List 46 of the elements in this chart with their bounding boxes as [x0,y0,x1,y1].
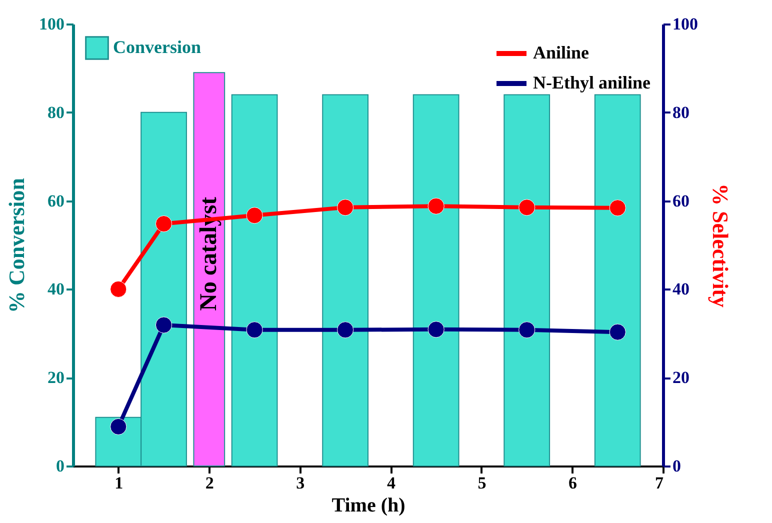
y2-tick-label: 40 [672,280,690,299]
y-tick-label: 0 [56,456,64,476]
x-tick-label: 4 [386,474,396,492]
y-tick-label: 20 [48,368,64,388]
point [609,324,626,340]
point [336,322,354,338]
bar [322,94,368,466]
legend-label: Conversion [113,37,202,57]
point [246,322,263,338]
x-tick-label: 1 [114,474,124,492]
point [110,280,127,298]
bar [594,94,641,466]
bar [504,94,550,466]
x-tick-label: 6 [568,474,577,492]
point [246,207,263,224]
point [336,199,354,216]
legend-label: N-Ethyl aniline [533,72,651,92]
bar [412,94,460,466]
y2-tick-label: 80 [672,102,690,122]
y2-tick-label: 20 [672,368,690,388]
point [609,200,626,216]
y-axis-title: % Conversion [4,178,29,314]
bar [231,94,278,466]
x-tick-label: 3 [296,474,305,492]
point [155,215,172,232]
y2-axis-title: % Selectivity [708,183,733,308]
x-tick-label: 5 [478,474,486,492]
y-tick-label: 100 [39,14,64,34]
bar [193,72,226,466]
point [518,199,536,216]
x-axis-title: Time (h) [332,494,406,516]
y2-tick-label: 0 [672,456,681,476]
y-tick-label: 60 [48,191,64,210]
point [110,418,127,435]
y-tick-label: 80 [48,102,64,122]
y2-tick-label: 60 [672,191,690,210]
legend-label: Aniline [533,42,590,62]
x-tick-label: 7 [655,474,664,492]
annotation: No catalyst [196,196,222,311]
x-tick-label: 2 [205,474,214,492]
point [155,316,172,334]
y-tick-label: 40 [48,280,64,299]
point [518,322,536,338]
y2-tick-label: 100 [672,14,698,34]
point [428,321,444,338]
point [428,198,444,214]
